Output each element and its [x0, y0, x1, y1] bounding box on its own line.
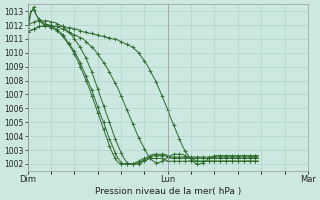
X-axis label: Pression niveau de la mer( hPa ): Pression niveau de la mer( hPa ) [95, 187, 241, 196]
